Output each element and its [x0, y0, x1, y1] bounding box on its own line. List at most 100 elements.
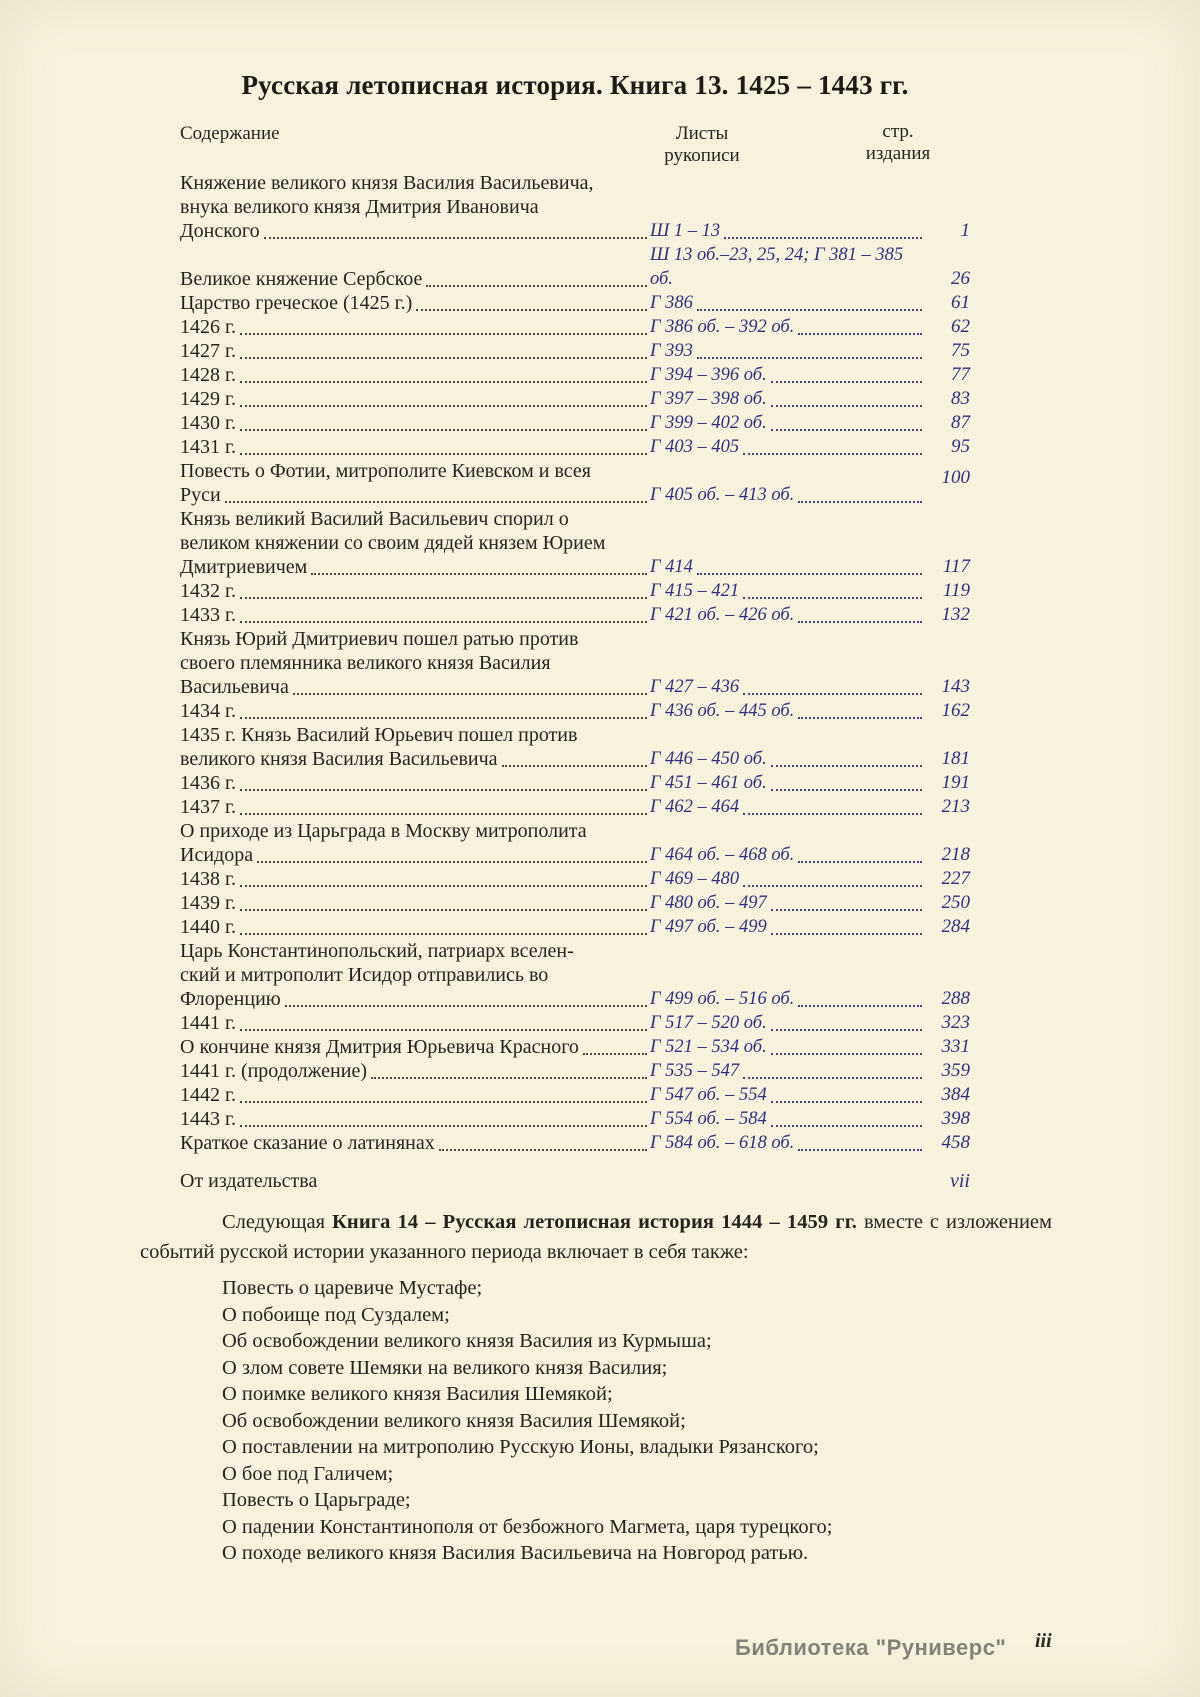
table-of-contents: Содержание Листы рукописи стр. издания К… — [180, 121, 970, 1193]
toc-entry-sheets: Г 415 – 421 — [650, 581, 740, 601]
toc-entry-title-cell: 1441 г. — [180, 1011, 650, 1035]
dot-leader — [416, 309, 647, 311]
next-book-paragraph: Следующая Книга 14 – Русская летописная … — [140, 1207, 1052, 1267]
toc-entry-page: 100 — [941, 467, 971, 488]
toc-entry-title: 1433 г. — [180, 604, 236, 626]
toc-entry-title: Краткое сказание о латинянах — [180, 1132, 435, 1154]
toc-entry-page: 119 — [942, 580, 970, 601]
toc-entry-page: 95 — [951, 436, 970, 457]
toc-row: 1428 г. Г 394 – 396 об. 77 — [180, 363, 970, 387]
toc-entry-title-cell: 1432 г. — [180, 579, 650, 603]
toc-entry-sheets: Ш 13 об.–23, 25, 24; Г 381 – 385 об. — [650, 245, 908, 289]
next-book-title: Книга 14 – Русская летописная история 14… — [331, 1211, 858, 1233]
toc-entry-sheets-cell: Г 415 – 421 — [650, 579, 922, 603]
toc-row: 1434 г. Г 436 об. – 445 об. 162 — [180, 699, 970, 723]
toc-header-page: стр. издания — [838, 121, 958, 165]
toc-entry-page: 61 — [951, 292, 970, 313]
toc-entry-sheets-cell: Г 497 об. – 499 — [650, 915, 922, 939]
publisher-note-row: От издательства vii — [180, 1169, 970, 1193]
toc-entry-line: 1441 г. (продолжение) — [180, 1059, 650, 1083]
toc-entry-title-cell: 1433 г. — [180, 603, 650, 627]
toc-entry-sheets: Г 394 – 396 об. — [650, 365, 767, 385]
toc-entry-line: великого князя Василия Васильевича — [180, 747, 650, 771]
toc-entry-line: 1438 г. — [180, 867, 650, 891]
toc-entry-title-cell: Княжение великого князя Василия Васильев… — [180, 171, 650, 243]
dot-leader — [239, 909, 647, 911]
toc-entry-sheets: Г 469 – 480 — [650, 869, 740, 889]
toc-entry-sheets-cell: Г 394 – 396 об. — [650, 363, 922, 387]
page-title: Русская летописная история. Книга 13. 14… — [241, 70, 909, 100]
dot-leader — [743, 453, 922, 455]
toc-rows: Княжение великого князя Василия Васильев… — [180, 171, 970, 1155]
dot-leader — [798, 333, 922, 335]
toc-row: 1429 г. Г 397 – 398 об. 83 — [180, 387, 970, 411]
toc-entry-sheets-cell: Ш 13 об.–23, 25, 24; Г 381 – 385 об. — [650, 243, 922, 291]
dot-leader — [724, 237, 922, 239]
dot-leader — [743, 597, 922, 599]
dot-leader — [239, 789, 647, 791]
toc-entry-page: 284 — [941, 916, 971, 937]
toc-entry-title: 1427 г. — [180, 340, 236, 362]
tale-list-item: О поставлении на митрополию Русскую Ионы… — [222, 1436, 819, 1458]
dot-leader — [501, 765, 647, 767]
toc-entry-page: 288 — [941, 988, 971, 1009]
toc-entry-sheets: Г 399 – 402 об. — [650, 413, 767, 433]
toc-entry-title: О кончине князя Дмитрия Юрьевича Красног… — [180, 1036, 579, 1058]
dot-leader — [284, 1005, 647, 1007]
tale-list-item: Повесть о царевиче Мустафе; — [222, 1277, 483, 1299]
toc-entry-sheets: Г 554 об. – 584 — [650, 1109, 767, 1129]
toc-entry-title: Дмитриевичем — [180, 556, 308, 578]
toc-entry-title: 1439 г. — [180, 892, 236, 914]
toc-row: 1431 г. Г 403 – 405 95 — [180, 435, 970, 459]
toc-entry-line: 1442 г. — [180, 1083, 650, 1107]
toc-entry-sheets: Г 397 – 398 об. — [650, 389, 767, 409]
toc-entry-page: 458 — [941, 1132, 971, 1153]
toc-entry-sheets: Г 393 — [650, 341, 693, 361]
dot-leader — [239, 813, 647, 815]
toc-entry-title-cell: Князь Юрий Дмитриевич пошел ратью против… — [180, 627, 650, 699]
toc-entry-sheets: Г 451 – 461 об. — [650, 773, 767, 793]
toc-entry-line: Князь великий Василий Васильевич спорил … — [180, 507, 650, 531]
toc-entry-page: 83 — [951, 388, 970, 409]
toc-entry-page: 117 — [942, 556, 970, 577]
toc-entry-sheets: Г 497 об. – 499 — [650, 917, 767, 937]
toc-entry-page: 323 — [941, 1012, 971, 1033]
toc-entry-title: ский и митрополит Исидор отправились во — [180, 964, 549, 986]
toc-entry-sheets-cell: Г 451 – 461 об. — [650, 771, 922, 795]
dot-leader — [770, 1101, 922, 1103]
toc-row: 1426 г. Г 386 об. – 392 об. 62 — [180, 315, 970, 339]
toc-row: О приходе из Царьграда в Москву митропол… — [180, 819, 970, 867]
toc-entry-title-cell: 1438 г. — [180, 867, 650, 891]
toc-entry-title-cell: 1427 г. — [180, 339, 650, 363]
next-book-intro-prefix: Следующая — [222, 1211, 332, 1233]
toc-entry-line: Княжение великого князя Василия Васильев… — [180, 171, 650, 195]
toc-entry-title: 1436 г. — [180, 772, 236, 794]
toc-entry-title: О приходе из Царьграда в Москву митропол… — [180, 820, 587, 842]
publisher-note-page: vii — [950, 1170, 970, 1192]
toc-entry-line: 1426 г. — [180, 315, 650, 339]
toc-entry-title: 1429 г. — [180, 388, 236, 410]
toc-entry-sheets-cell: Г 480 об. – 497 — [650, 891, 922, 915]
toc-entry-sheets-cell: Г 421 об. – 426 об. — [650, 603, 922, 627]
toc-entry-title: 1440 г. — [180, 916, 236, 938]
toc-entry-title-cell: О кончине князя Дмитрия Юрьевича Красног… — [180, 1035, 650, 1059]
toc-entry-sheets: Г 421 об. – 426 об. — [650, 605, 795, 625]
toc-entry-line: 1432 г. — [180, 579, 650, 603]
toc-entry-title: Донского — [180, 220, 260, 242]
toc-entry-line: 1440 г. — [180, 915, 650, 939]
toc-entry-sheets-cell: Г 554 об. – 584 — [650, 1107, 922, 1131]
dot-leader — [239, 333, 647, 335]
toc-entry-title-cell: О приходе из Царьграда в Москву митропол… — [180, 819, 650, 867]
dot-leader — [239, 621, 647, 623]
toc-entry-title-cell: Повесть о Фотии, митрополите Киевском и … — [180, 459, 650, 507]
toc-entry-line: 1433 г. — [180, 603, 650, 627]
toc-entry-title: 1443 г. — [180, 1108, 236, 1130]
toc-entry-page: 87 — [951, 412, 970, 433]
dot-leader — [743, 813, 922, 815]
toc-row: 1441 г. Г 517 – 520 об. 323 — [180, 1011, 970, 1035]
dot-leader — [770, 909, 922, 911]
toc-entry-line: Князь Юрий Дмитриевич пошел ратью против — [180, 627, 650, 651]
toc-entry-sheets: Г 405 об. – 413 об. — [650, 485, 795, 505]
toc-entry-title-cell: Великое княжение Сербское — [180, 267, 650, 291]
toc-entry-sheets: Г 386 об. – 392 об. — [650, 317, 795, 337]
